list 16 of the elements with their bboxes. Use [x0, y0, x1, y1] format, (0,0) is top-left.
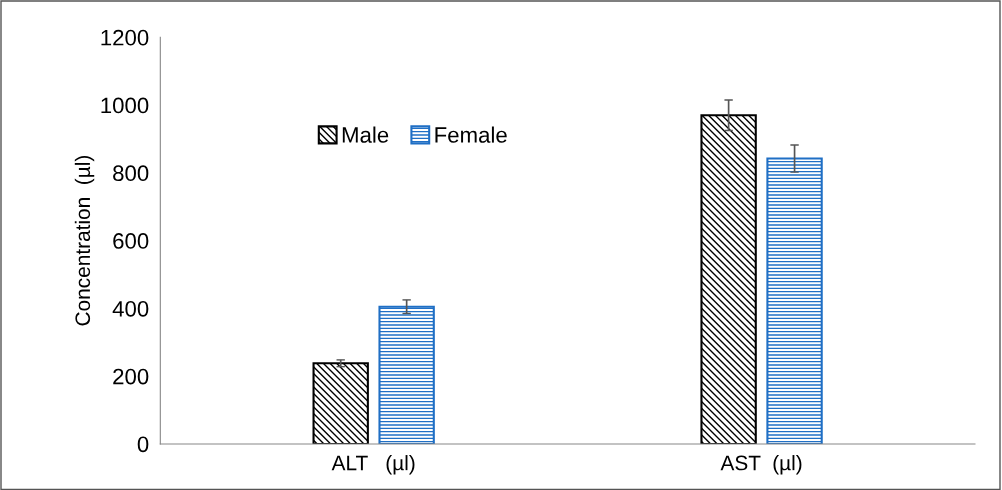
y-tick-label: 1200: [101, 29, 149, 46]
bar: [312, 362, 369, 444]
legend-label: Male: [342, 126, 389, 143]
y-tick-label: 0: [137, 436, 149, 453]
x-tick-label: ALT (µl): [331, 455, 415, 475]
y-tick-label: 200: [113, 368, 149, 385]
y-axis-title: Concentration (µl): [74, 155, 95, 326]
x-tick-label: AST (µl): [720, 455, 802, 475]
bar: [700, 114, 757, 444]
y-tick-label: 800: [113, 165, 149, 182]
y-tick-label: 1000: [101, 97, 149, 114]
y-tick-label: 600: [113, 233, 149, 249]
y-tick-label: 400: [112, 300, 149, 317]
bar: [766, 157, 823, 444]
legend-label: Female: [435, 126, 507, 143]
bar: [378, 305, 435, 444]
